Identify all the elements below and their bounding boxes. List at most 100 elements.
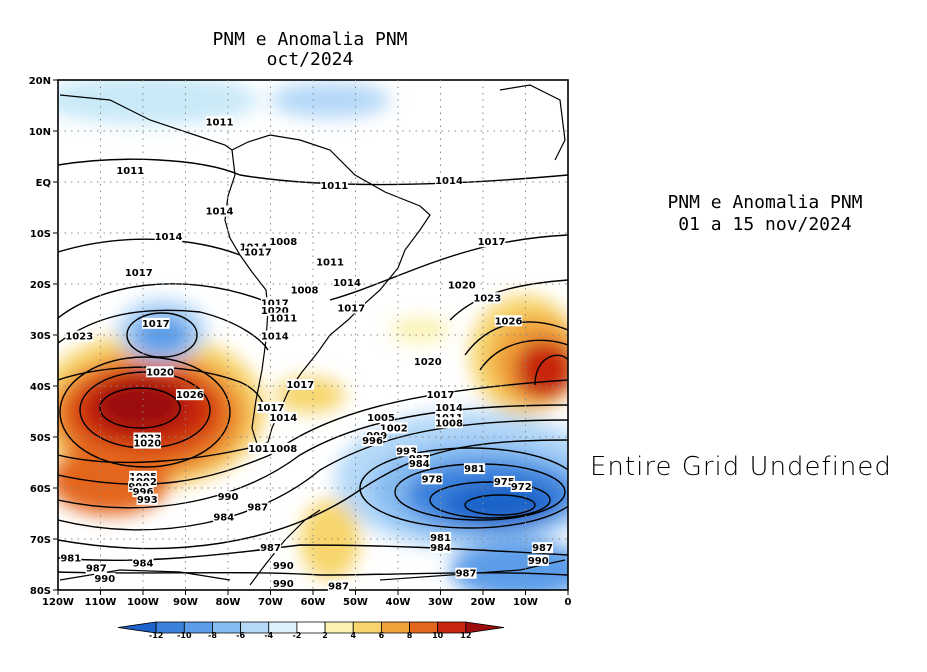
contour-label-text: 1020 bbox=[448, 281, 476, 292]
contour-label: 1014 bbox=[206, 205, 233, 218]
colorbar-label: 2 bbox=[322, 631, 328, 640]
contour-label-bg bbox=[141, 317, 170, 329]
contour-label-text: 1002 bbox=[380, 423, 408, 434]
lon-label: 20W bbox=[471, 597, 496, 608]
contour-label-text: 990 bbox=[94, 574, 115, 585]
contour-label-bg bbox=[286, 379, 315, 390]
contour-label-text: 1011 bbox=[316, 258, 344, 269]
contour-label: 975 bbox=[493, 475, 515, 488]
contour-label: 990 bbox=[527, 554, 549, 567]
contour-label-bg bbox=[269, 442, 298, 454]
contour-label-text: 984 bbox=[430, 543, 451, 554]
contour-label-bg bbox=[60, 552, 82, 564]
contour-label: 978 bbox=[421, 473, 443, 485]
contour-label: 1002 bbox=[380, 422, 408, 434]
contour-label: 993 bbox=[395, 445, 418, 457]
contour-label-bg bbox=[361, 435, 384, 447]
contour-label-bg bbox=[269, 236, 298, 248]
contour-label: 981 bbox=[60, 552, 82, 564]
contour-label-bg bbox=[248, 442, 276, 454]
contour-label-text: 987 bbox=[532, 543, 553, 554]
contour-label-bg bbox=[435, 401, 463, 413]
contour-label-bg bbox=[124, 266, 153, 278]
contour-label-bg bbox=[527, 554, 549, 566]
contour-label-bg bbox=[429, 542, 452, 554]
colorbar-label: 8 bbox=[407, 631, 413, 640]
map-title: PNM e Anomalia PNM oct/2024 bbox=[150, 30, 470, 70]
colorbar-label: -4 bbox=[264, 631, 273, 640]
colorbar: -12 -10 -8 -6 -4 -2 2 4 6 8 10 12 bbox=[117, 621, 505, 640]
contour-label: 1023 bbox=[473, 292, 501, 304]
colorbar-swatch bbox=[352, 621, 382, 634]
contour-label-bg bbox=[247, 501, 269, 513]
contour-label: 1017 bbox=[124, 266, 153, 279]
contour-label: 1008 bbox=[269, 442, 298, 455]
contour-label-bg bbox=[94, 572, 116, 584]
contour-label-text: 990 bbox=[528, 556, 549, 567]
contour-label-text: 1017 bbox=[257, 403, 285, 414]
lat-label: 60S bbox=[30, 484, 51, 495]
contour-label-bg bbox=[477, 236, 506, 248]
contour-label-bg bbox=[316, 256, 344, 268]
contour-label: 984 bbox=[213, 511, 235, 524]
contour-label: 1017 bbox=[337, 302, 365, 315]
lon-label: 50W bbox=[343, 597, 368, 608]
contour-label-bg bbox=[435, 175, 463, 186]
contour-label-text: 1017 bbox=[261, 298, 289, 309]
contour-label-text: 987 bbox=[260, 543, 281, 554]
contour-label-text: 1008 bbox=[269, 237, 297, 248]
contour-label: 984 bbox=[429, 542, 452, 554]
contour-label-text: 987 bbox=[86, 564, 107, 575]
contour-label: 1011 bbox=[269, 312, 297, 325]
contour-label: 996 bbox=[361, 435, 384, 447]
contour-label-bg bbox=[256, 401, 285, 413]
contour-label-text: 1020 bbox=[133, 439, 161, 450]
contour-label-text: 993 bbox=[137, 495, 158, 506]
contour-label: 1017 bbox=[477, 236, 506, 248]
contour-label-text: 987 bbox=[456, 569, 477, 580]
contour-label-bg bbox=[260, 330, 289, 342]
lon-label: 30W bbox=[428, 597, 453, 608]
contour-label-bg bbox=[473, 292, 502, 304]
contour-label-text: 1026 bbox=[176, 390, 204, 401]
colorbar-label: -12 bbox=[149, 631, 163, 640]
contour-label-text: 1011 bbox=[320, 181, 348, 192]
contour-label-bg bbox=[395, 445, 418, 457]
lon-label: 110W bbox=[85, 597, 117, 608]
lat-label: 30S bbox=[30, 331, 51, 342]
contour-label-bg bbox=[133, 437, 162, 449]
colorbar-label: 10 bbox=[432, 631, 444, 640]
contour-label: 993 bbox=[136, 493, 158, 506]
lon-label: 0 bbox=[565, 597, 572, 608]
colorbar-label: -2 bbox=[292, 631, 301, 640]
lon-label: 40W bbox=[386, 597, 411, 608]
contour-label-bg bbox=[531, 542, 554, 554]
lat-label: 20N bbox=[29, 76, 51, 87]
contour-label: 1020 bbox=[414, 356, 442, 368]
contour-label-bg bbox=[455, 567, 477, 579]
contour-label-text: 987 bbox=[328, 581, 349, 592]
contour-label-bg bbox=[116, 164, 145, 176]
contour-label: 990 bbox=[94, 572, 116, 585]
contour-label: 1026 bbox=[495, 315, 522, 327]
contour-label-bg bbox=[65, 330, 94, 342]
contour-label-bg bbox=[408, 458, 430, 470]
contour-label-text: 1011 bbox=[248, 444, 276, 455]
contour-label-text: 996 bbox=[133, 487, 154, 498]
contour-label: 1017 bbox=[286, 379, 314, 391]
contour-label: 984 bbox=[132, 557, 154, 570]
contour-label-text: 1020 bbox=[261, 306, 289, 317]
colorbar-label: 6 bbox=[379, 631, 385, 640]
contour-label-text: 975 bbox=[494, 477, 515, 488]
contour-label-text: 990 bbox=[273, 579, 294, 590]
lat-label: 50S bbox=[30, 433, 51, 444]
contour-label: 1014 bbox=[333, 277, 361, 289]
contour-label-text: 1014 bbox=[269, 413, 297, 424]
contour-label: 1014 bbox=[155, 231, 182, 243]
contour-label: 1008 bbox=[269, 236, 297, 248]
contour-label: 987 bbox=[455, 567, 477, 580]
contour-label-bg bbox=[463, 463, 486, 475]
contour-label: 996 bbox=[132, 486, 154, 498]
contour-label: 1011 bbox=[206, 116, 233, 128]
contour-label-bg bbox=[493, 475, 515, 487]
